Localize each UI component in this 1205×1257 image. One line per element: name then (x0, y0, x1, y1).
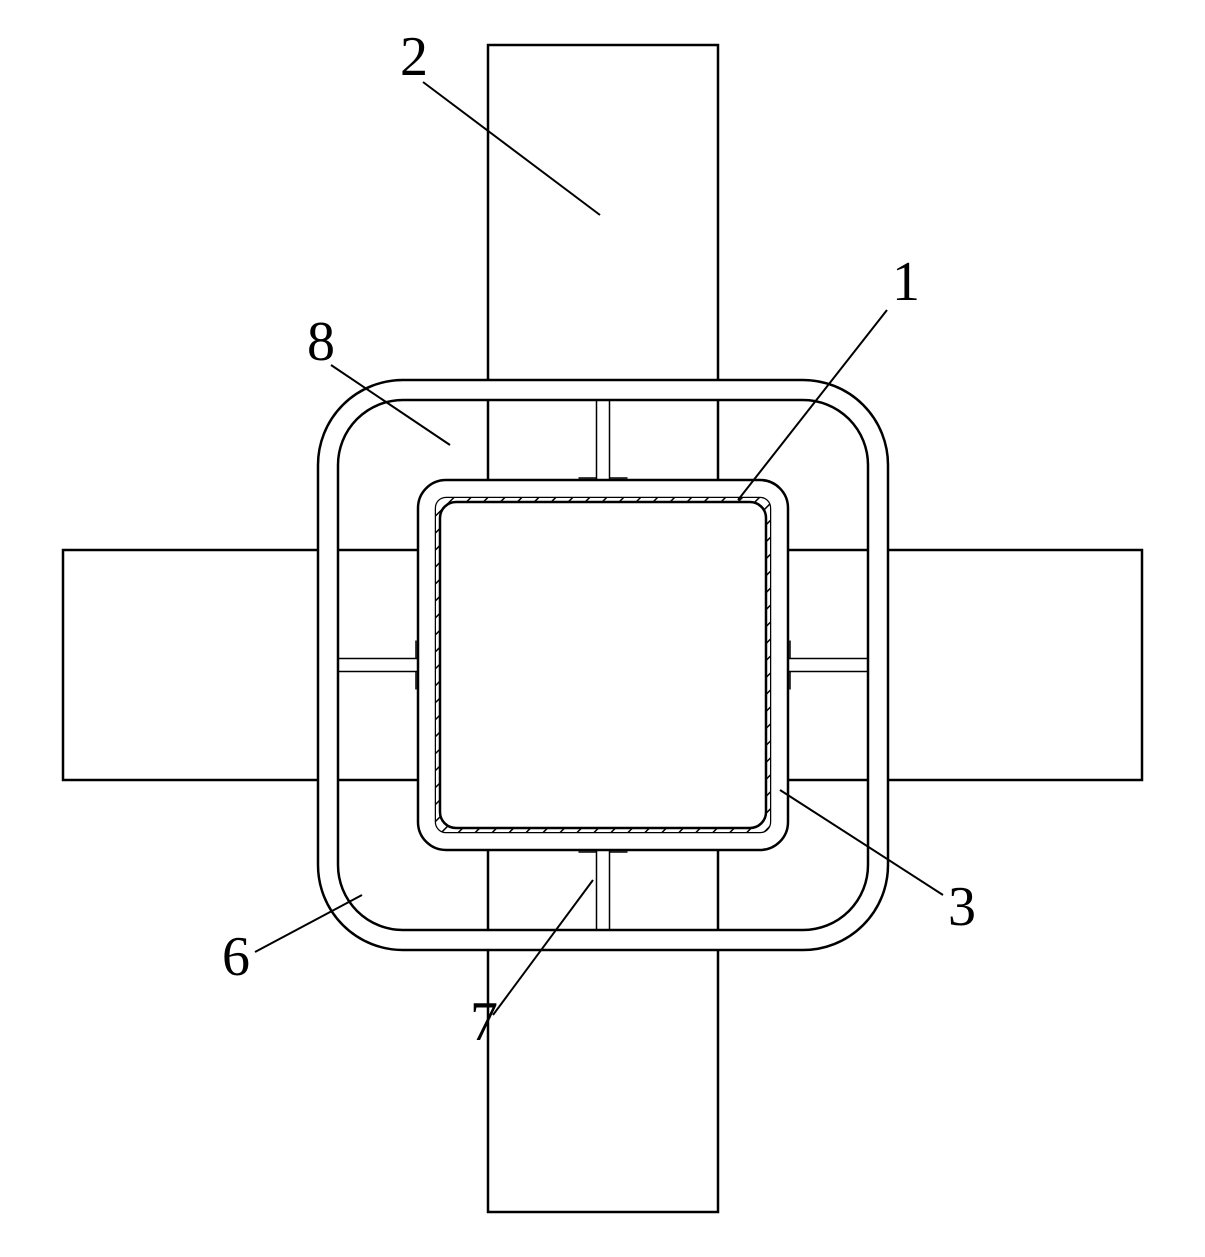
inner-square (440, 502, 766, 828)
label-6: 6 (222, 926, 250, 988)
label-3: 3 (948, 876, 976, 938)
label-1: 1 (892, 251, 920, 313)
label-8: 8 (307, 311, 335, 373)
label-7: 7 (470, 991, 498, 1053)
label-2: 2 (400, 26, 428, 88)
